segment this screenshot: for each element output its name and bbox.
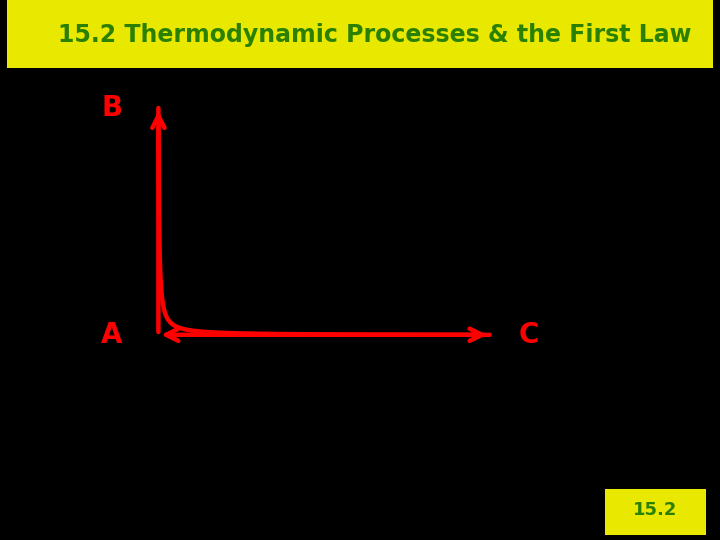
Bar [7, 0, 713, 68]
Text: C: C [518, 321, 539, 349]
Text: B: B [102, 94, 122, 122]
Text: A: A [101, 321, 122, 349]
Text: 15.2: 15.2 [633, 501, 678, 519]
Text: 15.2 Thermodynamic Processes & the First Law: 15.2 Thermodynamic Processes & the First… [58, 23, 691, 47]
Bar [605, 489, 706, 535]
